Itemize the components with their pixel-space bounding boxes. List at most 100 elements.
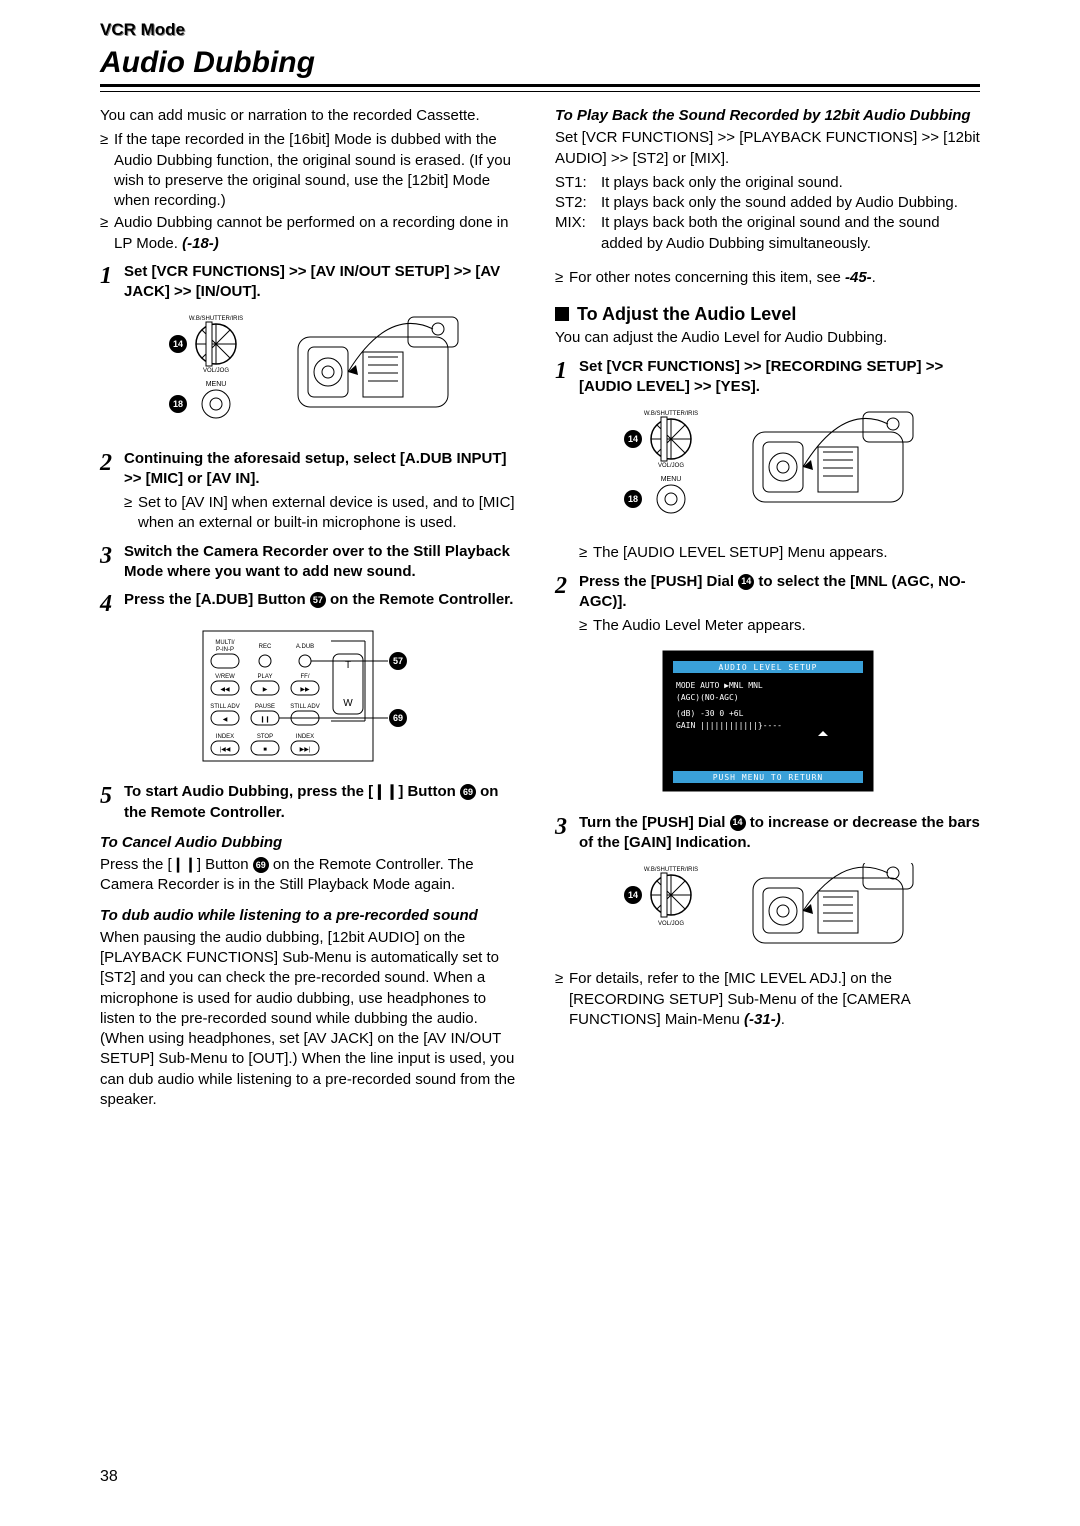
svg-text:STILL ADV: STILL ADV xyxy=(210,704,239,710)
bullet-dot: ≥ xyxy=(100,213,114,254)
svg-text:VOL/JOG: VOL/JOG xyxy=(657,921,683,927)
def-row: ST2: It plays back only the sound added … xyxy=(555,193,980,213)
svg-text:A.DUB: A.DUB xyxy=(295,644,313,650)
svg-text:STILL ADV: STILL ADV xyxy=(290,704,319,710)
svg-text:W.B/SHUTTER/IRIS: W.B/SHUTTER/IRIS xyxy=(188,316,242,322)
sub-bullet: ≥ The Audio Level Meter appears. xyxy=(579,616,980,636)
sub-bullet: ≥ Set to [AV IN] when external device is… xyxy=(124,493,525,534)
def-row: MIX: It plays back both the original sou… xyxy=(555,213,980,254)
svg-text:P-IN-P: P-IN-P xyxy=(216,647,234,653)
adjust-step-3: 3 Turn the [PUSH] Dial 14 to increase or… xyxy=(555,813,980,854)
definition-list: ST1: It plays back only the original sou… xyxy=(555,173,980,254)
svg-text:MENU: MENU xyxy=(205,381,226,388)
svg-text:◀: ◀ xyxy=(222,717,227,723)
svg-text:AUDIO LEVEL SETUP: AUDIO LEVEL SETUP xyxy=(718,663,817,672)
intro-text: You can add music or narration to the re… xyxy=(100,106,525,126)
svg-text:18: 18 xyxy=(627,494,637,504)
step-number: 1 xyxy=(100,262,124,303)
bullet-dot: ≥ xyxy=(555,969,569,1030)
svg-text:MODE AUTO ▶MNL MNL: MODE AUTO ▶MNL MNL xyxy=(676,681,763,690)
svg-text:(AGC)(NO-AGC): (AGC)(NO-AGC) xyxy=(676,693,739,702)
def-term: MIX: xyxy=(555,213,601,254)
screen-figure: AUDIO LEVEL SETUP MODE AUTO ▶MNL MNL (AG… xyxy=(555,646,980,802)
svg-text:57: 57 xyxy=(392,656,402,666)
dial-figure-1: W.B/SHUTTER/IRIS VOL/JOG MENU 14 xyxy=(100,312,525,438)
svg-text:GAIN ||||||||||||}----: GAIN ||||||||||||}---- xyxy=(676,721,782,730)
bullet-dot: ≥ xyxy=(579,543,593,563)
step-1: 1 Set [VCR FUNCTIONS] >> [AV IN/OUT SETU… xyxy=(100,262,525,303)
adjust-intro: You can adjust the Audio Level for Audio… xyxy=(555,328,980,348)
step-number: 5 xyxy=(100,782,124,823)
bullet-dot: ≥ xyxy=(100,130,114,211)
step-text: Continuing the aforesaid setup, select [… xyxy=(124,449,525,490)
bullet-text: For other notes concerning this item, se… xyxy=(569,268,980,288)
bullet-text: If the tape recorded in the [16bit] Mode… xyxy=(114,130,525,211)
step-number: 2 xyxy=(100,449,124,490)
step-number: 2 xyxy=(555,572,579,613)
svg-text:14: 14 xyxy=(172,339,182,349)
bullet-text: Set to [AV IN] when external device is u… xyxy=(138,493,525,534)
right-column: To Play Back the Sound Recorded by 12bit… xyxy=(555,106,980,1114)
left-column: You can add music or narration to the re… xyxy=(100,106,525,1114)
step-text: Press the [A.DUB] Button 57 on the Remot… xyxy=(124,590,525,616)
svg-text:69: 69 xyxy=(392,713,402,723)
svg-text:14: 14 xyxy=(627,890,637,900)
cancel-text: Press the [❙❙] Button 69 on the Remote C… xyxy=(100,855,525,896)
svg-text:|◀◀: |◀◀ xyxy=(219,747,230,753)
step-number: 3 xyxy=(100,542,124,583)
ref-14-icon: 14 xyxy=(738,574,754,590)
svg-text:PAUSE: PAUSE xyxy=(255,704,275,710)
square-icon xyxy=(555,307,569,321)
svg-text:MENU: MENU xyxy=(660,476,681,483)
svg-text:◀◀: ◀◀ xyxy=(220,687,230,693)
bullet-item: ≥ If the tape recorded in the [16bit] Mo… xyxy=(100,130,525,211)
adjust-step-2: 2 Press the [PUSH] Dial 14 to select the… xyxy=(555,572,980,613)
def-desc: It plays back only the original sound. xyxy=(601,173,980,193)
step-text: Press the [PUSH] Dial 14 to select the [… xyxy=(579,572,980,613)
step-5: 5 To start Audio Dubbing, press the [❙❙]… xyxy=(100,782,525,823)
remote-figure: MULTI/P-IN-P REC A.DUB V/REWPLAYFF/ ◀◀ ▶ xyxy=(100,626,525,772)
def-row: ST1: It plays back only the original sou… xyxy=(555,173,980,193)
bullet-dot: ≥ xyxy=(555,268,569,288)
def-term: ST2: xyxy=(555,193,601,213)
bullet-item: ≥ For other notes concerning this item, … xyxy=(555,268,980,288)
page-number: 38 xyxy=(100,1468,118,1486)
svg-text:PLAY: PLAY xyxy=(257,674,272,680)
step-number: 1 xyxy=(555,357,579,398)
svg-text:VOL/JOG: VOL/JOG xyxy=(657,463,683,469)
step-4: 4 Press the [A.DUB] Button 57 on the Rem… xyxy=(100,590,525,616)
bullet-item: ≥ Audio Dubbing cannot be performed on a… xyxy=(100,213,525,254)
step-text: To start Audio Dubbing, press the [❙❙] B… xyxy=(124,782,525,823)
svg-text:▶▶|: ▶▶| xyxy=(299,747,310,753)
bullet-text: The Audio Level Meter appears. xyxy=(593,616,980,636)
content-columns: You can add music or narration to the re… xyxy=(100,106,980,1114)
def-term: ST1: xyxy=(555,173,601,193)
svg-text:14: 14 xyxy=(627,434,637,444)
step-2: 2 Continuing the aforesaid setup, select… xyxy=(100,449,525,490)
page-title: Audio Dubbing xyxy=(100,46,980,80)
dub-heading: To dub audio while listening to a pre-re… xyxy=(100,906,525,926)
svg-text:STOP: STOP xyxy=(256,734,272,740)
svg-text:❙❙: ❙❙ xyxy=(259,716,269,723)
svg-text:MULTI/: MULTI/ xyxy=(215,640,235,646)
bullet-item: ≥ For details, refer to the [MIC LEVEL A… xyxy=(555,969,980,1030)
step-number: 4 xyxy=(100,590,124,616)
svg-text:INDEX: INDEX xyxy=(215,734,233,740)
bullet-text: Audio Dubbing cannot be performed on a r… xyxy=(114,213,525,254)
step-text: Set [VCR FUNCTIONS] >> [RECORDING SETUP]… xyxy=(579,357,980,398)
svg-text:V/REW: V/REW xyxy=(215,674,235,680)
def-desc: It plays back both the original sound an… xyxy=(601,213,980,254)
ref-57-icon: 57 xyxy=(310,592,326,608)
dub-paragraph: When pausing the audio dubbing, [12bit A… xyxy=(100,928,525,1110)
pause-icon: ❙❙ xyxy=(373,783,398,800)
svg-text:▶: ▶ xyxy=(262,687,267,693)
svg-text:PUSH MENU TO RETURN: PUSH MENU TO RETURN xyxy=(712,773,823,782)
mode-label: VCR Mode xyxy=(100,20,980,40)
svg-text:FF/: FF/ xyxy=(300,674,309,680)
step-number: 3 xyxy=(555,813,579,854)
svg-text:T: T xyxy=(344,660,350,671)
step-3: 3 Switch the Camera Recorder over to the… xyxy=(100,542,525,583)
bullet-dot: ≥ xyxy=(124,493,138,534)
ref-69-icon: 69 xyxy=(253,857,269,873)
sub-bullet: ≥ The [AUDIO LEVEL SETUP] Menu appears. xyxy=(579,543,980,563)
